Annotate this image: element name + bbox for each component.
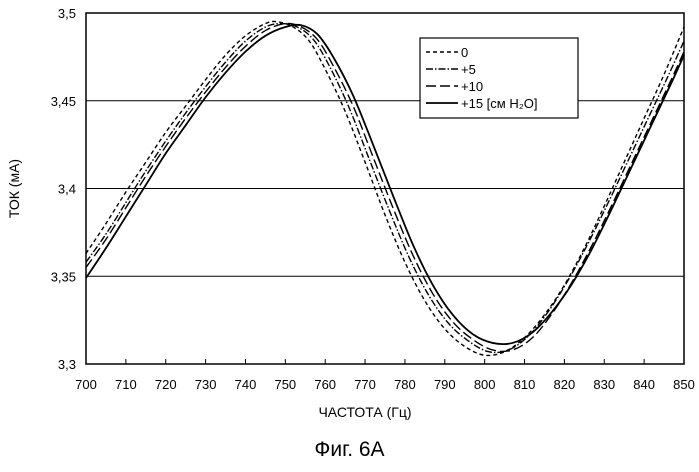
- x-tick-label: 810: [514, 377, 536, 392]
- plot-frame: [85, 12, 685, 365]
- y-axis-ticks: 3,3 3,35 3,4 3,45 3,5: [51, 6, 76, 372]
- x-tick-label: 740: [235, 377, 257, 392]
- series-line-2: [85, 22, 685, 353]
- x-tick-label: 800: [474, 377, 496, 392]
- series-line-3: [85, 23, 685, 346]
- y-tick-label: 3,4: [58, 182, 76, 197]
- x-tick-label: 840: [633, 377, 655, 392]
- y-tick-label: 3,3: [58, 357, 76, 372]
- x-tick-label: 780: [394, 377, 416, 392]
- y-tick-label: 3,35: [51, 269, 76, 284]
- y-tick-label: 3,45: [51, 94, 76, 109]
- x-tick-label: 830: [593, 377, 615, 392]
- x-axis-ticks: 700 710 720 730 740 750 760 770 780 790 800 810 820 8…: [75, 359, 695, 392]
- legend-label-2: +10: [461, 79, 483, 94]
- series-line-1: [85, 22, 685, 354]
- x-tick-label: 730: [195, 377, 217, 392]
- figure-caption: Фиг. 6A: [314, 438, 385, 461]
- x-tick-label: 750: [274, 377, 296, 392]
- x-axis-label: ЧАСТОТА (Гц): [318, 404, 411, 420]
- x-tick-label: 770: [354, 377, 376, 392]
- series-line-0: [85, 20, 685, 357]
- x-tick-label: 820: [554, 377, 576, 392]
- legend: 0 +5 +10 +15 [см H₂O]: [419, 37, 579, 119]
- legend-box: [419, 37, 579, 119]
- x-tick-label: 720: [155, 377, 177, 392]
- y-tick-label: 3,5: [58, 6, 76, 21]
- legend-label-1: +5: [461, 62, 476, 77]
- chart: 700 710 720 730 740 750 760 770 780 790 800 810 820 8…: [6, 6, 695, 420]
- legend-label-3: +15 [см H₂O]: [461, 96, 537, 111]
- y-axis-label: ТОК (мА): [6, 159, 22, 218]
- x-tick-label: 700: [75, 377, 97, 392]
- x-tick-label: 850: [673, 377, 695, 392]
- x-tick-label: 790: [434, 377, 456, 392]
- x-tick-label: 710: [115, 377, 137, 392]
- x-tick-label: 760: [314, 377, 336, 392]
- legend-label-0: 0: [461, 45, 468, 60]
- series-lines: [85, 20, 685, 357]
